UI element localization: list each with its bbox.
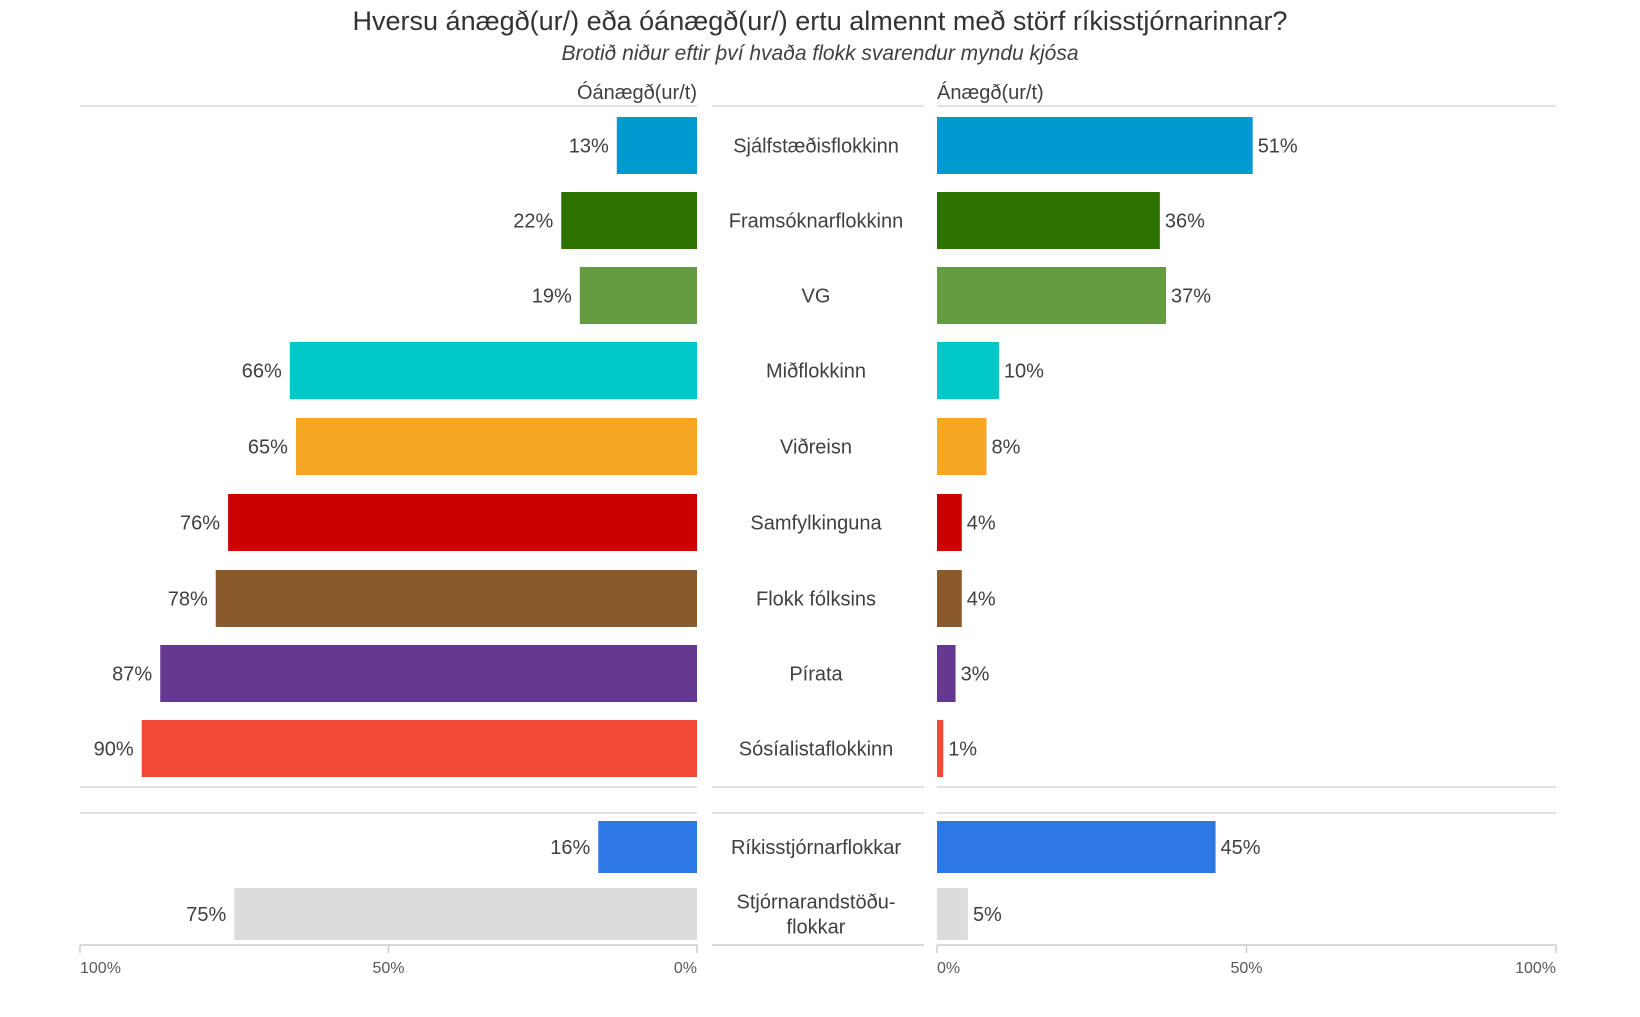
satisfied-bar: [937, 720, 944, 777]
category-label: Flokk fólksins: [756, 589, 876, 611]
satisfied-value-label: 51%: [1258, 136, 1298, 158]
satisfied-bar: [937, 645, 956, 702]
category-label: flokkar: [787, 917, 846, 939]
satisfied-bar: [937, 821, 1216, 873]
category-label: Viðreisn: [780, 437, 852, 459]
satisfied-bar: [937, 570, 962, 627]
dissatisfied-bar: [561, 192, 697, 249]
satisfied-bar: [937, 494, 962, 551]
tick-label: 100%: [80, 960, 121, 977]
tick-label: 50%: [1230, 960, 1262, 977]
dissatisfied-value-label: 22%: [513, 211, 553, 233]
tick-label: 50%: [372, 960, 404, 977]
satisfied-bar: [937, 117, 1253, 174]
dissatisfied-value-label: 78%: [168, 589, 208, 611]
dissatisfied-bar: [234, 888, 697, 940]
category-labels: Sjálfstæðisflokkinn Framsóknarflokkinn VG M…: [729, 136, 904, 939]
category-label: Framsóknarflokkinn: [729, 211, 904, 233]
dissatisfied-bar: [141, 720, 697, 777]
dissatisfied-value-label: 90%: [94, 739, 134, 761]
satisfied-value-label: 5%: [973, 904, 1002, 926]
dissatisfied-value-label: 75%: [186, 904, 226, 926]
tick-label: 0%: [937, 960, 960, 977]
chart-title: Hversu ánægð(ur/) eða óánægð(ur/) ertu a…: [352, 6, 1288, 36]
dissatisfied-value-label: 76%: [180, 513, 220, 535]
satisfied-bar: [937, 342, 999, 399]
satisfied-value-label: 3%: [961, 664, 990, 686]
category-label: Sósíalistaflokkinn: [739, 739, 894, 761]
satisfied-bar: [937, 267, 1167, 324]
dissatisfied-bar: [289, 342, 697, 399]
satisfied-bars: 51% 36% 37% 10% 8% 4% 4% 3% 1% 45% 5%: [937, 117, 1298, 940]
dissatisfied-bar: [616, 117, 697, 174]
satisfied-value-label: 36%: [1165, 211, 1205, 233]
dissatisfied-bar: [215, 570, 698, 627]
satisfied-bar: [937, 888, 968, 940]
category-label: Pírata: [789, 664, 843, 686]
dissatisfied-value-label: 65%: [248, 437, 288, 459]
axes: 100% 50% 0% 0% 50% 100%: [79, 945, 1557, 977]
dissatisfied-value-label: 66%: [242, 361, 282, 383]
satisfied-value-label: 37%: [1171, 286, 1211, 308]
dissatisfied-bar: [598, 821, 697, 873]
satisfied-value-label: 10%: [1004, 361, 1044, 383]
satisfied-value-label: 1%: [948, 739, 977, 761]
dissatisfied-value-label: 19%: [532, 286, 572, 308]
category-label: Sjálfstæðisflokkinn: [733, 136, 899, 158]
dissatisfied-bar: [160, 645, 697, 702]
right-header: Ánægð(ur/t): [937, 81, 1044, 104]
tick-label: 100%: [1515, 960, 1556, 977]
satisfied-value-label: 45%: [1221, 837, 1261, 859]
satisfied-bar: [937, 192, 1160, 249]
dissatisfied-bar: [579, 267, 697, 324]
satisfied-value-label: 8%: [992, 437, 1021, 459]
dissatisfied-value-label: 87%: [112, 664, 152, 686]
tick-label: 0%: [674, 960, 697, 977]
dissatisfied-bars: 13% 22% 19% 66% 65% 76% 78% 87% 90% 16% 75%: [94, 117, 698, 940]
satisfied-value-label: 4%: [967, 589, 996, 611]
dissatisfied-bar: [295, 418, 697, 475]
category-label: Ríkisstjórnarflokkar: [731, 837, 901, 859]
dissatisfied-bar: [228, 494, 697, 551]
panel-dividers: [80, 105, 1556, 946]
category-label: Samfylkinguna: [750, 513, 882, 535]
category-label: Miðflokkinn: [766, 361, 866, 383]
left-header: Óánægð(ur/t): [577, 81, 697, 104]
chart-subtitle: Brotið niður eftir því hvaða flokk svare…: [561, 42, 1079, 65]
dissatisfied-value-label: 16%: [550, 837, 590, 859]
category-label: VG: [802, 286, 831, 308]
satisfied-value-label: 4%: [967, 513, 996, 535]
dissatisfied-value-label: 13%: [569, 136, 609, 158]
satisfied-bar: [937, 418, 987, 475]
category-label: Stjórnarandstöðu-: [737, 892, 896, 914]
